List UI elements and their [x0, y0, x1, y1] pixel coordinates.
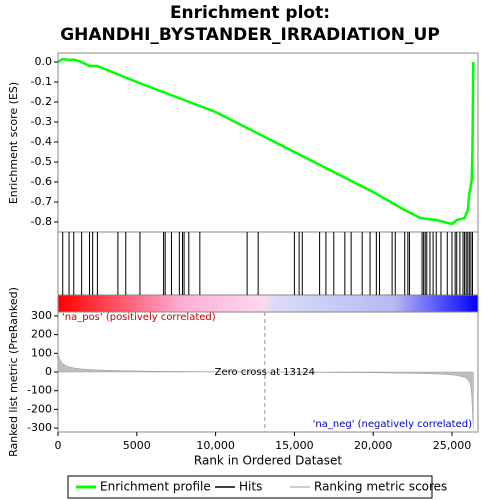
- legend-label: Hits: [239, 480, 262, 494]
- x-tick-label: 25,000: [433, 439, 472, 452]
- x-tick-label: 15,000: [275, 439, 314, 452]
- legend: [67, 475, 433, 499]
- y-tick-label: -0.8: [31, 215, 52, 228]
- y-tick-label: -0.3: [31, 115, 52, 128]
- annotation: 'na_neg' (negatively correlated): [313, 419, 472, 430]
- y-tick-label: -0.5: [31, 155, 52, 168]
- x-tick-label: 20,000: [354, 439, 393, 452]
- y-tick-label: -0.1: [31, 75, 52, 88]
- y-axis-label: Ranked list metric (PreRanked): [7, 287, 20, 457]
- y-tick-label: -200: [27, 402, 52, 415]
- y-tick-label: 0.0: [35, 55, 53, 68]
- legend-label: Ranking metric scores: [314, 480, 447, 494]
- x-tick-label: 5000: [123, 439, 151, 452]
- y-tick-label: -300: [27, 421, 52, 434]
- chart-title: GHANDHI_BYSTANDER_IRRADIATION_UP: [60, 25, 440, 45]
- es-line: [57, 57, 475, 226]
- x-tick-label: 10,000: [196, 439, 235, 452]
- annotation: Zero cross at 13124: [215, 367, 315, 378]
- metric-area: [57, 351, 474, 429]
- y-tick-label: 300: [31, 309, 52, 322]
- x-axis-label: Rank in Ordered Dataset: [194, 454, 342, 468]
- color-bar: [58, 295, 478, 312]
- x-tick-label: 0: [55, 439, 62, 452]
- chart-title: Enrichment plot:: [170, 3, 330, 23]
- y-tick-label: -0.6: [31, 175, 52, 188]
- y-tick-label: 100: [31, 346, 52, 359]
- y-axis-label: Enrichment score (ES): [7, 82, 20, 204]
- annotation: 'na_pos' (positively correlated): [62, 312, 216, 323]
- y-tick-label: 200: [31, 328, 52, 341]
- y-tick-label: -0.2: [31, 95, 52, 108]
- y-tick-label: -0.4: [31, 135, 52, 148]
- y-tick-label: 0: [45, 365, 52, 378]
- legend-label: Enrichment profile: [100, 480, 211, 494]
- y-tick-label: -0.7: [31, 195, 52, 208]
- y-tick-label: -100: [27, 384, 52, 397]
